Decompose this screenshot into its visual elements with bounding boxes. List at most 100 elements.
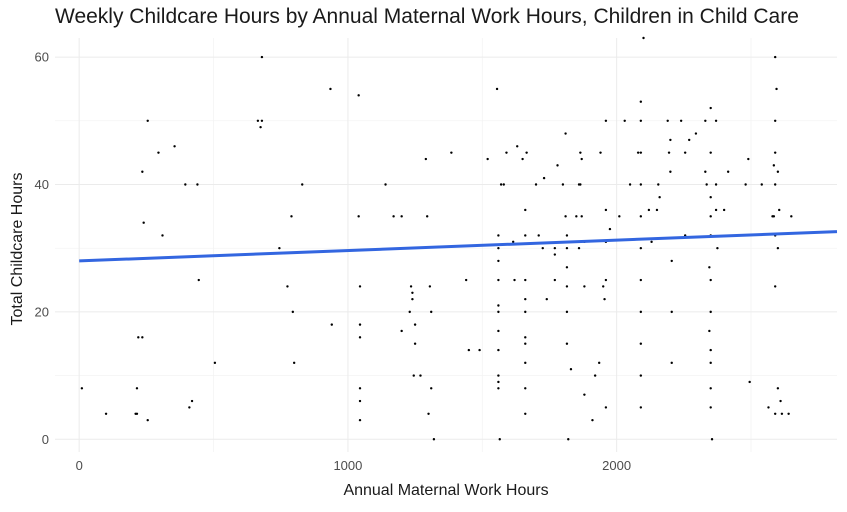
data-point: [775, 87, 778, 91]
data-point: [521, 157, 524, 161]
data-point: [516, 145, 519, 148]
data-point: [670, 259, 673, 263]
data-point: [604, 278, 608, 282]
data-point: [524, 412, 527, 415]
data-point: [553, 278, 557, 282]
data-point: [604, 208, 608, 212]
data-point: [524, 310, 527, 314]
data-point: [608, 227, 612, 231]
data-point: [513, 278, 516, 282]
y-tick-label: 40: [35, 177, 49, 192]
data-point: [497, 246, 500, 250]
data-point: [666, 119, 669, 123]
data-point: [790, 215, 793, 218]
trend-line-group: [79, 230, 838, 263]
data-point: [260, 119, 264, 123]
data-point: [425, 215, 429, 218]
data-point: [776, 387, 780, 390]
data-point: [709, 151, 712, 154]
data-point: [657, 183, 660, 186]
data-point: [430, 310, 433, 314]
data-point: [670, 361, 673, 365]
data-point: [524, 234, 527, 237]
data-point: [197, 278, 200, 282]
y-tick-label: 0: [42, 432, 49, 447]
chart-title: Weekly Childcare Hours by Annual Materna…: [55, 5, 799, 28]
data-point: [714, 119, 718, 123]
data-point: [173, 145, 176, 148]
data-point: [291, 310, 295, 314]
data-point: [553, 253, 557, 256]
data-point: [639, 215, 643, 218]
data-point: [565, 234, 569, 237]
data-point: [623, 119, 626, 123]
data-point: [556, 164, 559, 167]
data-point: [709, 361, 712, 365]
data-point: [580, 215, 583, 218]
data-point: [583, 393, 586, 396]
data-point: [744, 183, 747, 186]
data-point: [498, 438, 501, 441]
data-point: [709, 348, 712, 352]
data-point: [413, 342, 417, 345]
data-point: [260, 55, 264, 59]
data-point: [565, 310, 569, 314]
data-point: [767, 406, 770, 409]
data-point: [524, 361, 527, 365]
data-point: [464, 278, 468, 282]
data-point: [400, 329, 403, 333]
data-point: [412, 374, 415, 377]
data-point: [497, 234, 500, 237]
data-point: [760, 183, 763, 186]
data-point: [196, 183, 199, 186]
data-point: [357, 94, 360, 97]
data-point: [647, 208, 651, 212]
data-point: [301, 183, 304, 186]
data-point: [709, 310, 712, 314]
data-point: [709, 196, 712, 199]
data-point: [146, 418, 149, 422]
data-point: [541, 246, 544, 250]
x-tick-label: 2000: [602, 458, 631, 473]
data-point: [497, 380, 500, 384]
data-point: [575, 215, 578, 218]
data-point: [104, 412, 108, 415]
data-point: [639, 100, 643, 103]
data-point: [773, 183, 777, 186]
data-point: [683, 151, 687, 154]
data-point: [141, 170, 144, 173]
data-point: [773, 55, 777, 59]
data-point: [564, 132, 567, 135]
data-point: [542, 176, 546, 180]
data-point: [709, 215, 712, 218]
data-point: [505, 151, 508, 154]
data-point: [639, 374, 643, 377]
data-point: [565, 266, 569, 269]
major-gridlines: [55, 38, 837, 452]
data-point: [658, 196, 661, 199]
data-point: [714, 183, 718, 186]
data-point: [776, 170, 780, 173]
data-point: [329, 87, 332, 91]
data-point: [704, 119, 707, 123]
data-point: [408, 310, 411, 314]
data-point: [278, 246, 281, 250]
data-point: [773, 412, 777, 415]
data-point: [486, 157, 489, 161]
data-point: [704, 170, 707, 173]
data-point: [636, 151, 640, 154]
data-point: [286, 285, 289, 288]
data-point: [670, 310, 673, 314]
data-point: [599, 151, 602, 154]
data-point: [569, 368, 573, 371]
data-point: [787, 412, 790, 415]
data-point: [428, 285, 432, 288]
data-point: [679, 119, 683, 123]
data-point: [497, 259, 500, 263]
y-tick-label: 20: [35, 304, 49, 319]
data-point: [419, 374, 422, 377]
data-point: [618, 215, 621, 218]
data-point: [80, 387, 84, 390]
data-point: [580, 157, 583, 161]
data-point: [669, 170, 672, 173]
